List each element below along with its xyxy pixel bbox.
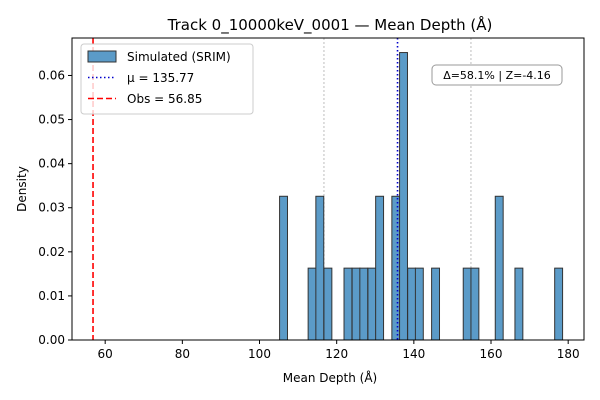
x-tick-label: 120 bbox=[325, 347, 348, 361]
x-tick-label: 100 bbox=[248, 347, 271, 361]
x-axis-ticks: 60 80 100 120 140 160 180 bbox=[98, 340, 580, 361]
histogram-bar bbox=[351, 267, 361, 341]
y-tick-label: 0.03 bbox=[38, 201, 65, 215]
x-tick-label: 140 bbox=[402, 347, 425, 361]
histogram-bar bbox=[359, 267, 369, 341]
histogram-bar bbox=[494, 195, 504, 341]
legend-label-mean: μ = 135.77 bbox=[127, 71, 194, 85]
y-tick-label: 0.05 bbox=[38, 113, 65, 127]
y-tick-label: 0.00 bbox=[38, 333, 65, 347]
x-tick-label: 80 bbox=[175, 347, 190, 361]
chart-title: Track 0_10000keV_0001 — Mean Depth (Å) bbox=[167, 15, 493, 35]
histogram-bar bbox=[343, 267, 353, 341]
histogram-bar bbox=[431, 267, 441, 341]
plot-frame bbox=[71, 37, 585, 341]
annotation-box bbox=[431, 64, 563, 86]
histogram-bar bbox=[315, 195, 325, 341]
legend-swatch-simulated bbox=[87, 50, 117, 63]
histogram-bar bbox=[554, 267, 564, 341]
y-axis-label: Density bbox=[15, 166, 29, 212]
legend-box bbox=[80, 43, 254, 115]
histogram-bar bbox=[470, 267, 480, 341]
histogram-bar bbox=[414, 267, 424, 341]
x-tick-label: 60 bbox=[98, 347, 113, 361]
y-axis-ticks: 0.00 0.01 0.02 0.03 0.04 0.05 0.06 bbox=[38, 68, 72, 347]
legend-label-observed: Obs = 56.85 bbox=[127, 92, 202, 106]
histogram-bar bbox=[279, 195, 288, 341]
histogram-bar bbox=[323, 267, 333, 341]
x-tick-label: 160 bbox=[480, 347, 503, 361]
histogram-bar bbox=[375, 195, 385, 341]
histogram-bar bbox=[407, 267, 417, 341]
y-tick-label: 0.06 bbox=[38, 68, 65, 82]
legend-label-simulated: Simulated (SRIM) bbox=[127, 50, 231, 64]
histogram-bar bbox=[399, 52, 408, 341]
legend: Simulated (SRIM) μ = 135.77 Obs = 56.85 bbox=[80, 43, 254, 115]
histogram-bar bbox=[307, 267, 317, 341]
stats-annotation: Δ=58.1% | Z=-4.16 bbox=[431, 64, 563, 86]
histogram-bar bbox=[462, 267, 472, 341]
histogram-bar bbox=[514, 267, 524, 341]
y-tick-label: 0.04 bbox=[38, 157, 65, 171]
annotation-text: Δ=58.1% | Z=-4.16 bbox=[443, 69, 551, 82]
histogram-bar bbox=[391, 195, 401, 341]
histogram-bars bbox=[279, 52, 564, 341]
x-tick-label: 180 bbox=[557, 347, 580, 361]
y-tick-label: 0.02 bbox=[38, 245, 65, 259]
y-tick-label: 0.01 bbox=[38, 289, 65, 303]
x-axis-label: Mean Depth (Å) bbox=[283, 370, 377, 385]
histogram-bar bbox=[367, 267, 377, 341]
